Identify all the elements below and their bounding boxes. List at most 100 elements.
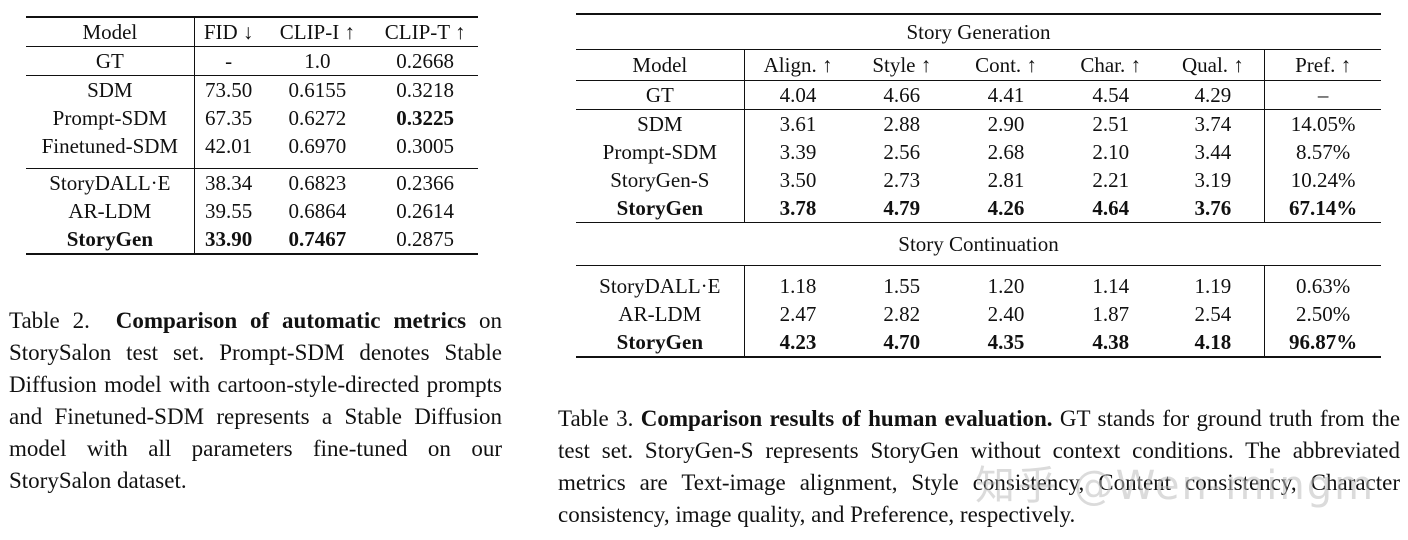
cell-cont: 1.20	[987, 274, 1025, 298]
cell-pref: 8.57%	[1296, 140, 1351, 164]
table-gap	[26, 160, 478, 169]
cell-pref-best: 67.14%	[1289, 196, 1358, 220]
cell-clip-t-best: 0.3225	[396, 106, 454, 130]
cell-model: SDM	[576, 109, 745, 138]
cell-clip-i-best: 0.7467	[288, 227, 347, 251]
cell-model: Finetuned-SDM	[26, 132, 195, 160]
section-row-story-generation: Story Generation	[576, 13, 1381, 50]
cell-clip-t: 0.2614	[396, 199, 454, 223]
cell-char: 4.54	[1059, 80, 1162, 110]
cell-model: Prompt-SDM	[576, 138, 745, 166]
cell-model-bold: StoryGen	[616, 330, 703, 354]
cell-model: StoryGen	[576, 194, 745, 223]
cell-char: 4.38	[1059, 328, 1162, 358]
cell-qual-best: 3.76	[1194, 196, 1232, 220]
table-row-storygen: StoryGen 33.90 0.7467 0.2875	[26, 225, 478, 255]
cell-fid: 38.34	[194, 168, 263, 197]
cell-align: 2.47	[779, 302, 817, 326]
cell-clip-i: 0.6272	[288, 106, 347, 130]
cell-char: 2.10	[1092, 140, 1130, 164]
cell-align: 3.50	[779, 168, 817, 192]
cell-clip-i: 0.6864	[288, 199, 347, 223]
cell-cont-best: 4.26	[987, 196, 1025, 220]
table-3-header-row: Model Align. ↑ Style ↑ Cont. ↑ Char. ↑ Q…	[576, 49, 1381, 81]
col-header-qual: Qual. ↑	[1161, 49, 1266, 81]
cell-fid: 39.55	[204, 199, 253, 223]
cell-style: 2.88	[883, 112, 921, 136]
table-gap	[576, 265, 1381, 272]
table-row-gt: GT - 1.0 0.2668	[26, 46, 478, 76]
cell-clip-i: 0.6823	[262, 168, 373, 197]
table-2-header-row: Model FID ↓ CLIP-I ↑ CLIP-T ↑	[26, 16, 478, 47]
cell-style: 2.56	[883, 140, 921, 164]
caption-bold: Comparison results of human evaluation.	[640, 406, 1053, 431]
cell-qual: 3.19	[1161, 166, 1266, 194]
cell-pref: 14.05%	[1290, 112, 1356, 136]
table-row: StoryDALL·E 38.34 0.6823 0.2366	[26, 168, 478, 197]
cell-cont: 2.81	[987, 168, 1025, 192]
cell-align-best: 3.78	[779, 196, 817, 220]
table-row: StoryDALL·E 1.18 1.55 1.20 1.14 1.19 0.6…	[576, 272, 1381, 300]
col-header-fid: FID ↓	[194, 16, 263, 47]
cell-clip-t: 0.2668	[372, 46, 478, 76]
cell-cont: 4.35	[952, 328, 1060, 358]
cell-cont: 4.41	[952, 80, 1060, 110]
cell-char: 2.51	[1092, 112, 1130, 136]
caption-label: Table 3.	[558, 406, 634, 431]
caption-text: on StorySalon test set. Prompt-SDM denot…	[9, 308, 503, 493]
col-header-model: Model	[576, 49, 745, 81]
gap-cell	[1161, 265, 1266, 272]
cell-cont: 4.26	[952, 194, 1060, 223]
cell-pref: 67.14%	[1264, 194, 1381, 223]
cell-align: 3.61	[779, 112, 817, 136]
table-row-storygen: StoryGen 4.23 4.70 4.35 4.38 4.18 96.87%	[576, 328, 1381, 358]
cell-style-best: 4.79	[883, 196, 921, 220]
table-row: SDM 73.50 0.6155 0.3218	[26, 75, 478, 104]
cell-fid-best: 33.90	[204, 227, 253, 251]
cell-model: StoryGen	[576, 328, 745, 358]
cell-cont: 2.40	[987, 302, 1025, 326]
table-3-caption: Table 3. Comparison results of human eva…	[558, 403, 1400, 531]
cell-fid: 73.50	[204, 78, 253, 102]
cell-align-best: 4.23	[779, 330, 817, 354]
cell-char: 1.87	[1092, 302, 1130, 326]
watermark: 知乎 @Wen-mingm	[975, 463, 1376, 509]
cell-qual: 4.29	[1161, 80, 1266, 110]
cell-style: 1.55	[883, 274, 921, 298]
cell-qual-best: 4.18	[1194, 330, 1232, 354]
cell-clip-i: 0.6970	[288, 134, 347, 158]
cell-clip-i: 0.7467	[262, 225, 373, 255]
cell-model: GT	[26, 46, 195, 76]
cell-pref-best: 96.87%	[1289, 330, 1358, 354]
cell-fid: -	[194, 46, 263, 76]
cell-pref: 0.63%	[1296, 274, 1351, 298]
cell-qual: 3.76	[1161, 194, 1266, 223]
col-header-align: Align. ↑	[744, 49, 852, 81]
table-row: Finetuned-SDM 42.01 0.6970 0.3005	[26, 132, 478, 160]
cell-model-bold: StoryGen	[616, 196, 703, 220]
cell-pref: 2.50%	[1296, 302, 1351, 326]
cell-cont-best: 4.35	[987, 330, 1025, 354]
cell-model: SDM	[26, 75, 195, 104]
section-row-story-continuation: Story Continuation	[576, 222, 1381, 266]
cell-style: 4.66	[851, 80, 953, 110]
col-header-model: Model	[26, 16, 195, 47]
col-header-char: Char. ↑	[1059, 49, 1162, 81]
col-header-cont: Cont. ↑	[952, 49, 1060, 81]
cell-fid: 42.01	[204, 134, 253, 158]
gap-cell	[26, 160, 195, 169]
cell-pref: 10.24%	[1290, 168, 1356, 192]
table-row: Prompt-SDM 3.39 2.56 2.68 2.10 3.44 8.57…	[576, 138, 1381, 166]
caption-text: GT stands for ground truth from the test…	[558, 406, 1401, 527]
cell-align: 3.78	[744, 194, 852, 223]
gap-cell	[263, 160, 373, 169]
cell-cont: 2.90	[987, 112, 1025, 136]
table-row-gt: GT 4.04 4.66 4.41 4.54 4.29 –	[576, 80, 1381, 110]
gap-cell	[372, 160, 478, 169]
cell-char: 1.14	[1092, 274, 1130, 298]
cell-model-bold: StoryGen	[66, 227, 154, 251]
cell-align: 4.23	[744, 328, 852, 358]
cell-clip-i: 0.6155	[288, 78, 347, 102]
cell-model: AR-LDM	[26, 197, 195, 225]
cell-style: 2.73	[883, 168, 921, 192]
